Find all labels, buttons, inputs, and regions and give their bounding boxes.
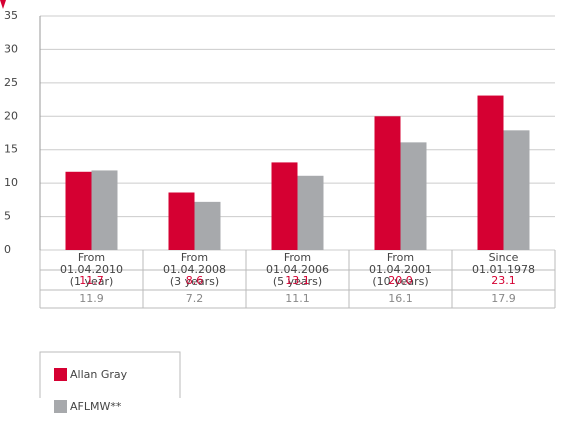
legend-swatch (54, 400, 67, 413)
legend-swatch (54, 368, 67, 381)
legend-box (39, 351, 181, 398)
y-tick-label: 30 (4, 42, 18, 55)
bar (297, 175, 324, 250)
x-tick-label: Since (489, 251, 519, 264)
bar (194, 201, 221, 250)
y-tick-label: 20 (4, 109, 18, 122)
bar (168, 192, 195, 250)
value-label: 16.1 (388, 292, 413, 305)
value-label: 17.9 (491, 292, 516, 305)
y-tick-label: 0 (4, 243, 11, 256)
x-tick-label: (3 years) (170, 275, 219, 288)
value-label: 11.7 (79, 274, 104, 287)
bar (374, 116, 401, 251)
x-tick-label: From (387, 251, 414, 264)
x-tick-label: From (284, 251, 311, 264)
x-tick-label: 01.04.2010 (60, 263, 123, 276)
x-tick-label: 01.04.2008 (163, 263, 226, 276)
value-label: 7.2 (186, 292, 204, 305)
y-tick-label: 5 (4, 210, 11, 223)
value-label: 13.1 (285, 274, 310, 287)
value-label: 11.1 (285, 292, 310, 305)
x-tick-label: (1 year) (70, 275, 114, 288)
x-tick-label: 01.04.2006 (266, 263, 329, 276)
value-label: 23.1 (491, 274, 516, 287)
value-label: 11.9 (79, 292, 104, 305)
value-label: 8.6 (186, 274, 204, 287)
y-tick-label: 35 (4, 9, 18, 22)
bar (271, 162, 298, 250)
x-tick-label: 01.04.2001 (369, 263, 432, 276)
bar (477, 95, 504, 250)
x-tick-label: From (78, 251, 105, 264)
x-tick-label: (5 years) (273, 275, 322, 288)
x-tick-label: (10 years) (372, 275, 428, 288)
bar (91, 170, 118, 250)
legend-label: Allan Gray (70, 368, 128, 381)
bar (503, 130, 530, 250)
y-tick-label: 15 (4, 143, 18, 156)
bar (65, 171, 92, 250)
y-tick-label: 10 (4, 176, 18, 189)
x-tick-label: From (181, 251, 208, 264)
bar (400, 142, 427, 250)
corner-mark (0, 0, 6, 9)
x-tick-label: 01.01.1978 (472, 263, 535, 276)
value-label: 20.0 (388, 274, 413, 287)
y-tick-label: 25 (4, 76, 18, 89)
legend-label: AFLMW** (70, 400, 122, 413)
